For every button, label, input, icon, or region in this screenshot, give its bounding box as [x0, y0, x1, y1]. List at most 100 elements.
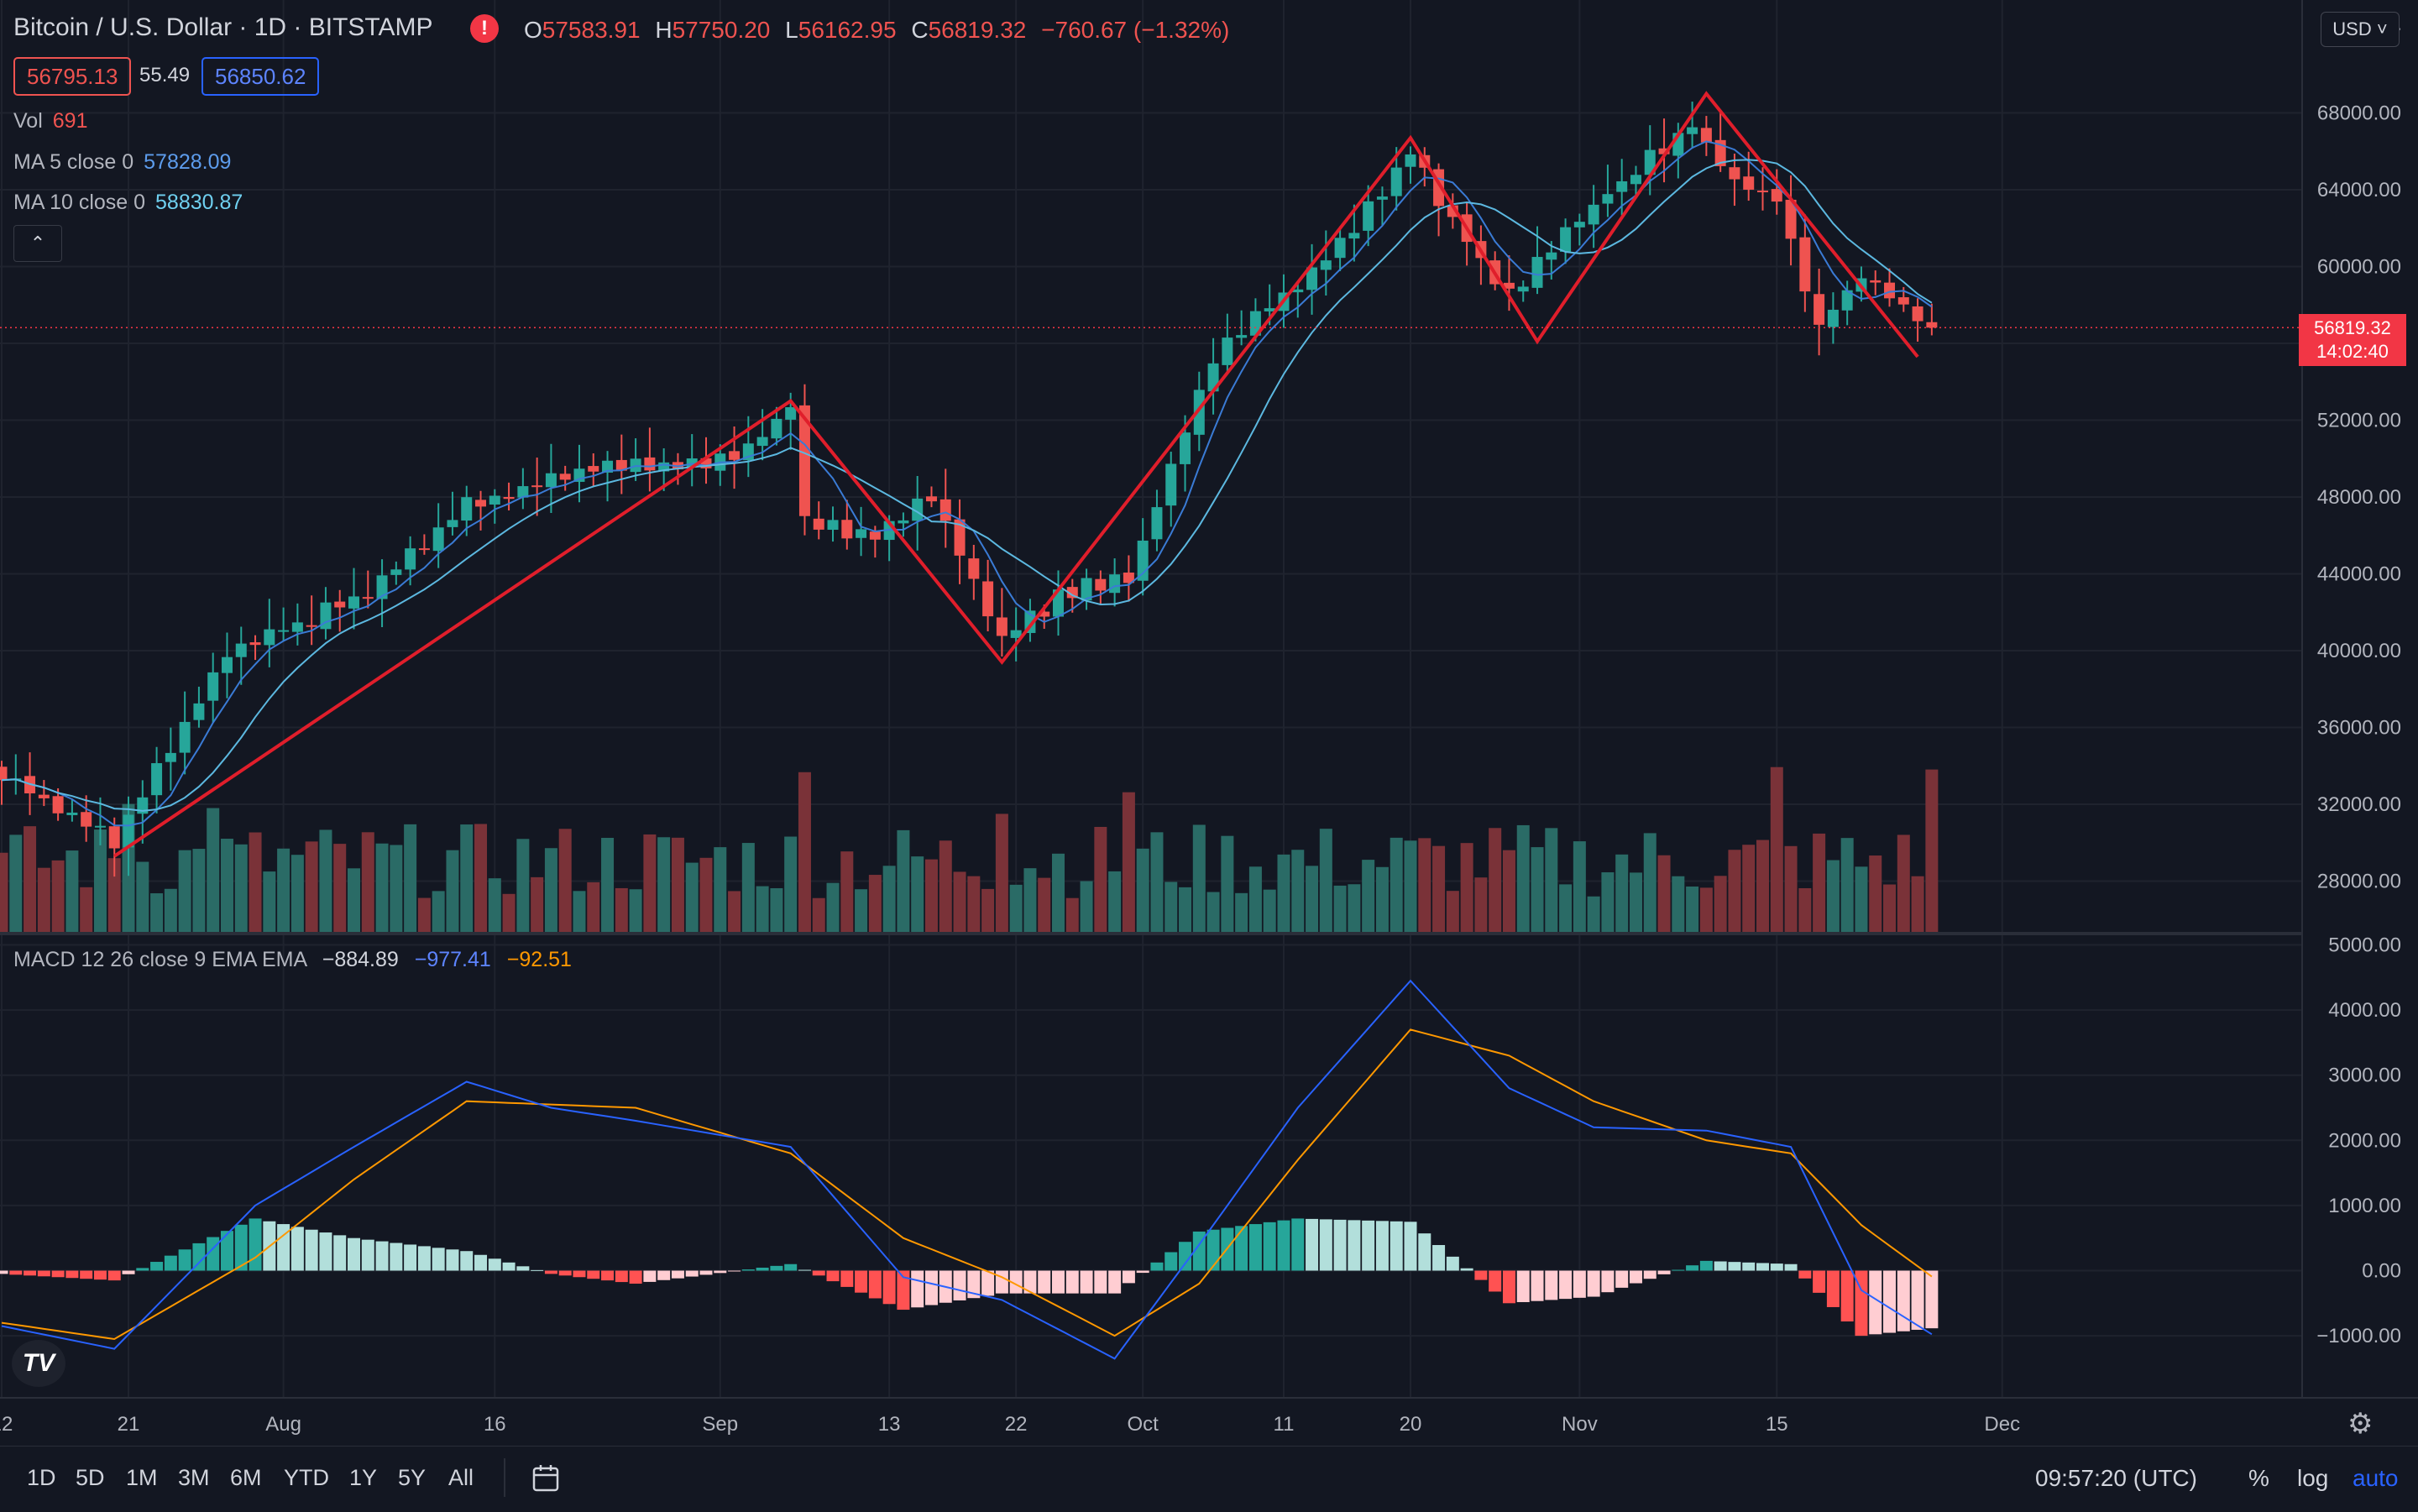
volume-bar [516, 839, 530, 932]
calendar-range-icon[interactable] [531, 1463, 563, 1495]
macd-histogram-bar [1897, 1270, 1910, 1332]
candle-body [489, 495, 500, 505]
macd-tick-label: 0.00 [2362, 1260, 2401, 1283]
volume-bars [0, 766, 1939, 932]
volume-bar [136, 861, 149, 932]
tradingview-logo-icon[interactable]: TV [12, 1340, 65, 1387]
time-tick-label: Aug [265, 1413, 301, 1436]
candle-body [1137, 540, 1149, 581]
volume-bar [417, 897, 431, 932]
legend-ma10[interactable]: MA 10 close 0 58830.87 [13, 191, 243, 214]
symbol-title[interactable]: Bitcoin / U.S. Dollar · 1D · BITSTAMP [13, 13, 433, 41]
candle-body [1081, 578, 1092, 601]
candle-body [1320, 260, 1332, 270]
time-tick-label: 20 [1400, 1413, 1422, 1436]
macd-histogram-bar [1883, 1270, 1897, 1333]
macd-tick-label: 5000.00 [2328, 934, 2401, 957]
volume-bar [1699, 887, 1713, 932]
candle-body [81, 812, 92, 827]
macd-histogram-bar [319, 1232, 332, 1271]
candle-body [1714, 139, 1726, 166]
auto-toggle[interactable]: auto [2353, 1465, 2399, 1491]
volume-bar [1333, 885, 1347, 932]
macd-histogram-bar [1545, 1270, 1558, 1300]
volume-bar [375, 843, 389, 932]
currency-select[interactable]: USD ˅ [2321, 12, 2400, 47]
macd-histogram-bar [1657, 1270, 1671, 1274]
candle-body [1207, 363, 1219, 392]
range-1d[interactable]: 1D [27, 1465, 56, 1490]
candle-body [1363, 201, 1374, 231]
gear-icon[interactable]: ⚙ [2347, 1408, 2374, 1440]
range-1y[interactable]: 1Y [349, 1465, 378, 1490]
time-tick-label: 15 [1766, 1413, 1788, 1436]
log-toggle[interactable]: log [2297, 1465, 2329, 1491]
candle-body [38, 794, 50, 798]
macd-histogram-bar [1432, 1245, 1446, 1271]
legend-ma5[interactable]: MA 5 close 0 57828.09 [13, 150, 232, 174]
macd-histogram-bar [826, 1270, 840, 1282]
macd-histogram-bar [37, 1270, 50, 1277]
volume-bar [502, 893, 516, 932]
range-5y[interactable]: 5Y [398, 1465, 427, 1490]
macd-histogram-bar [1474, 1270, 1488, 1280]
volume-bar [80, 887, 93, 932]
macd-histogram-bar [1094, 1270, 1107, 1294]
macd-histogram-bar [1826, 1270, 1840, 1307]
macd-histogram-bar [1009, 1270, 1023, 1294]
volume-bar [798, 772, 811, 932]
macd-histogram-bar [1306, 1218, 1319, 1271]
volume-bar [1052, 853, 1065, 932]
volume-bar [1502, 850, 1515, 932]
time-tick-label: Dec [1984, 1413, 2020, 1436]
volume-bar [995, 814, 1008, 932]
volume-bar [1925, 769, 1939, 932]
sell-price-button[interactable]: 56795.13 [13, 57, 132, 96]
macd-histogram-bar [0, 1270, 8, 1274]
legend-macd[interactable]: MACD 12 26 close 9 EMA EMA −884.89 −977.… [13, 948, 572, 971]
candle-body [461, 497, 473, 521]
volume-bar [812, 897, 825, 932]
legend-volume[interactable]: Vol 691 [13, 109, 88, 133]
candle-body [348, 596, 359, 609]
candle-body [1771, 189, 1782, 202]
range-6m[interactable]: 6M [230, 1465, 262, 1490]
price-chart[interactable]: 68000.0064000.0060000.0056000.0052000.00… [0, 0, 2418, 1446]
volume-bar [1911, 876, 1924, 932]
volume-bar [1277, 854, 1290, 932]
candle-body [1123, 573, 1134, 583]
candle-body [264, 629, 275, 646]
volume-bar [671, 837, 684, 932]
range-3m[interactable]: 3M [178, 1465, 210, 1490]
range-1m[interactable]: 1M [126, 1465, 158, 1490]
exclamation-icon[interactable]: ! [470, 14, 499, 43]
volume-bar [615, 887, 628, 932]
time-tick-label: 12 [0, 1413, 13, 1436]
volume-bar [939, 840, 952, 932]
price-tick-label: 60000.00 [2317, 256, 2401, 279]
candle-body [1376, 196, 1388, 200]
candle-body [1912, 306, 1923, 322]
range-ytd[interactable]: YTD [284, 1465, 329, 1490]
candle-body [1757, 191, 1768, 193]
range-all[interactable]: All [448, 1465, 474, 1490]
range-5d[interactable]: 5D [76, 1465, 105, 1490]
volume-bar [0, 852, 8, 932]
macd-histogram-bar [995, 1270, 1008, 1294]
collapse-legend-button[interactable]: ⌃ [13, 225, 62, 262]
volume-bar [1375, 866, 1389, 932]
macd-histogram-bar [1756, 1263, 1769, 1271]
macd-histogram-bar [770, 1265, 783, 1271]
volume-bar [1840, 838, 1854, 932]
toolbar-divider [504, 1458, 505, 1497]
candle-body [1193, 390, 1205, 435]
buy-price-button[interactable]: 56850.62 [202, 57, 320, 96]
candle-body [320, 602, 332, 630]
macd-histogram-bar [375, 1241, 389, 1271]
clock-utc[interactable]: 09:57:20 (UTC) [2035, 1465, 2197, 1491]
macd-histogram-bar [122, 1270, 135, 1274]
candle-body [1405, 154, 1416, 167]
volume-bar [1460, 843, 1473, 932]
macd-histogram-bar [741, 1269, 755, 1271]
percent-toggle[interactable]: % [2248, 1465, 2269, 1491]
